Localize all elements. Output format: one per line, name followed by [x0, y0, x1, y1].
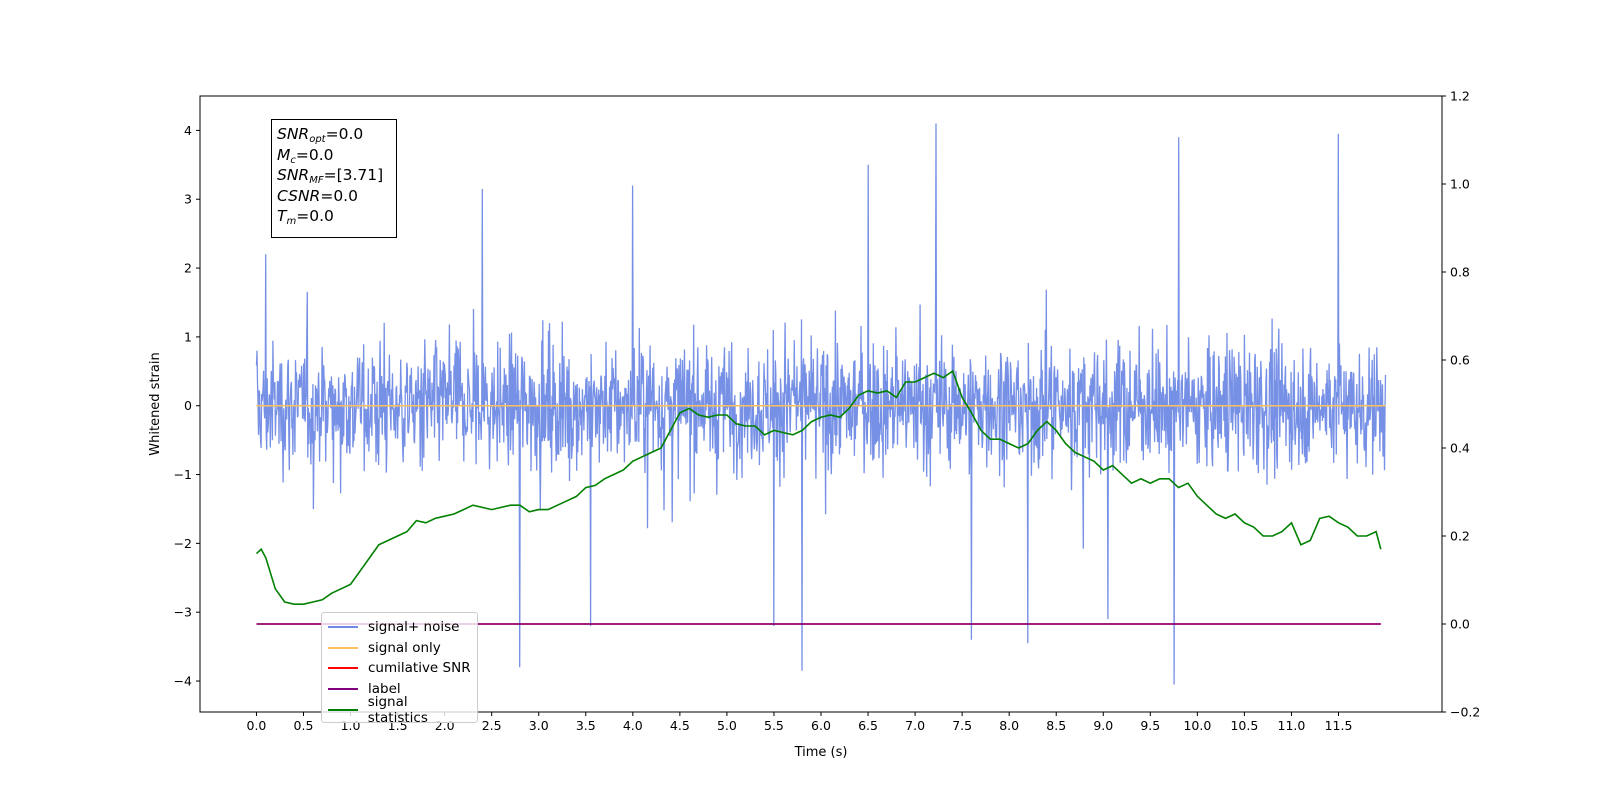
x-tick-label: 4.5: [670, 718, 690, 733]
y-tick-label: −2: [174, 536, 192, 551]
x-tick-label: 6.0: [811, 718, 831, 733]
x-tick-label: 0.0: [247, 718, 267, 733]
legend-item-signal-statistics: signal statistics: [328, 694, 471, 726]
legend-swatch: [328, 626, 358, 629]
legend-item-signal-only: signal only: [328, 638, 471, 659]
info-line-snr-opt: SNRopt=0.0: [277, 125, 364, 145]
legend-item-signal-noise: signal+ noise: [328, 617, 471, 638]
y-tick-label: 0: [184, 398, 192, 413]
legend-item-cumulative-snr: cumilative SNR: [328, 658, 471, 679]
x-axis-label: Time (s): [794, 745, 848, 760]
legend-swatch: [328, 646, 358, 649]
x-tick-label: 5.5: [764, 718, 784, 733]
y-tick-label: −4: [174, 674, 192, 689]
y-axis-label: Whitened strain: [148, 352, 163, 455]
y2-tick-label: 0.2: [1450, 529, 1470, 544]
y-tick-label: −3: [174, 605, 192, 620]
y-tick-label: 2: [184, 261, 192, 276]
x-tick-label: 11.5: [1325, 718, 1353, 733]
legend-swatch: [328, 688, 358, 691]
info-box: SNRopt=0.0 Mc=0.0 SNRMF=[3.71] CSNR=0.0 …: [271, 119, 397, 238]
x-tick-label: 7.0: [905, 718, 925, 733]
x-tick-label: 2.5: [482, 718, 502, 733]
y2-tick-label: −0.2: [1450, 705, 1480, 720]
x-tick-label: 6.5: [858, 718, 878, 733]
x-tick-label: 3.0: [529, 718, 549, 733]
y2-tick-label: 0.6: [1450, 353, 1470, 368]
x-tick-label: 9.5: [1140, 718, 1160, 733]
legend-swatch: [328, 708, 358, 711]
x-tick-label: 11.0: [1278, 718, 1306, 733]
x-tick-label: 8.0: [999, 718, 1019, 733]
x-tick-label: 7.5: [952, 718, 972, 733]
y-tick-label: 1: [184, 329, 192, 344]
y-tick-label: 4: [184, 123, 192, 138]
legend-item-label: label: [328, 679, 471, 700]
info-line-mc: Mc=0.0: [277, 145, 334, 166]
series-signal-statistics: [255, 369, 1382, 605]
legend-label: label: [368, 681, 401, 698]
legend: signal+ noise signal only cumilative SNR…: [321, 612, 478, 726]
legend-label: signal only: [368, 639, 441, 656]
x-tick-label: 5.0: [717, 718, 737, 733]
y-tick-label: −1: [174, 467, 192, 482]
info-line-tm: Tm=0.0: [277, 207, 334, 227]
y2-tick-label: 0.8: [1450, 265, 1470, 280]
x-tick-label: 9.0: [1093, 718, 1113, 733]
legend-label: signal+ noise: [368, 619, 460, 636]
y2-tick-label: 0.0: [1450, 617, 1470, 632]
x-tick-label: 4.0: [623, 718, 643, 733]
x-tick-label: 0.5: [294, 718, 314, 733]
y-tick-label: 3: [184, 192, 192, 207]
plot-area: [255, 123, 1387, 685]
x-tick-label: 10.0: [1183, 718, 1211, 733]
x-tick-label: 3.5: [576, 718, 596, 733]
y2-tick-label: 1.0: [1450, 177, 1470, 192]
info-line-csnr: CSNR=0.0: [277, 186, 358, 205]
x-tick-label: 8.5: [1046, 718, 1066, 733]
y2-tick-label: 1.2: [1450, 89, 1470, 104]
legend-label: signal statistics: [367, 693, 428, 726]
legend-swatch: [328, 667, 358, 670]
y2-tick-label: 0.4: [1450, 441, 1470, 456]
series-signal-noise: [255, 123, 1387, 685]
x-tick-label: 10.5: [1230, 718, 1258, 733]
legend-label: cumilative SNR: [368, 660, 471, 677]
info-line-snr-mf: SNRMF=[3.71]: [277, 166, 384, 186]
